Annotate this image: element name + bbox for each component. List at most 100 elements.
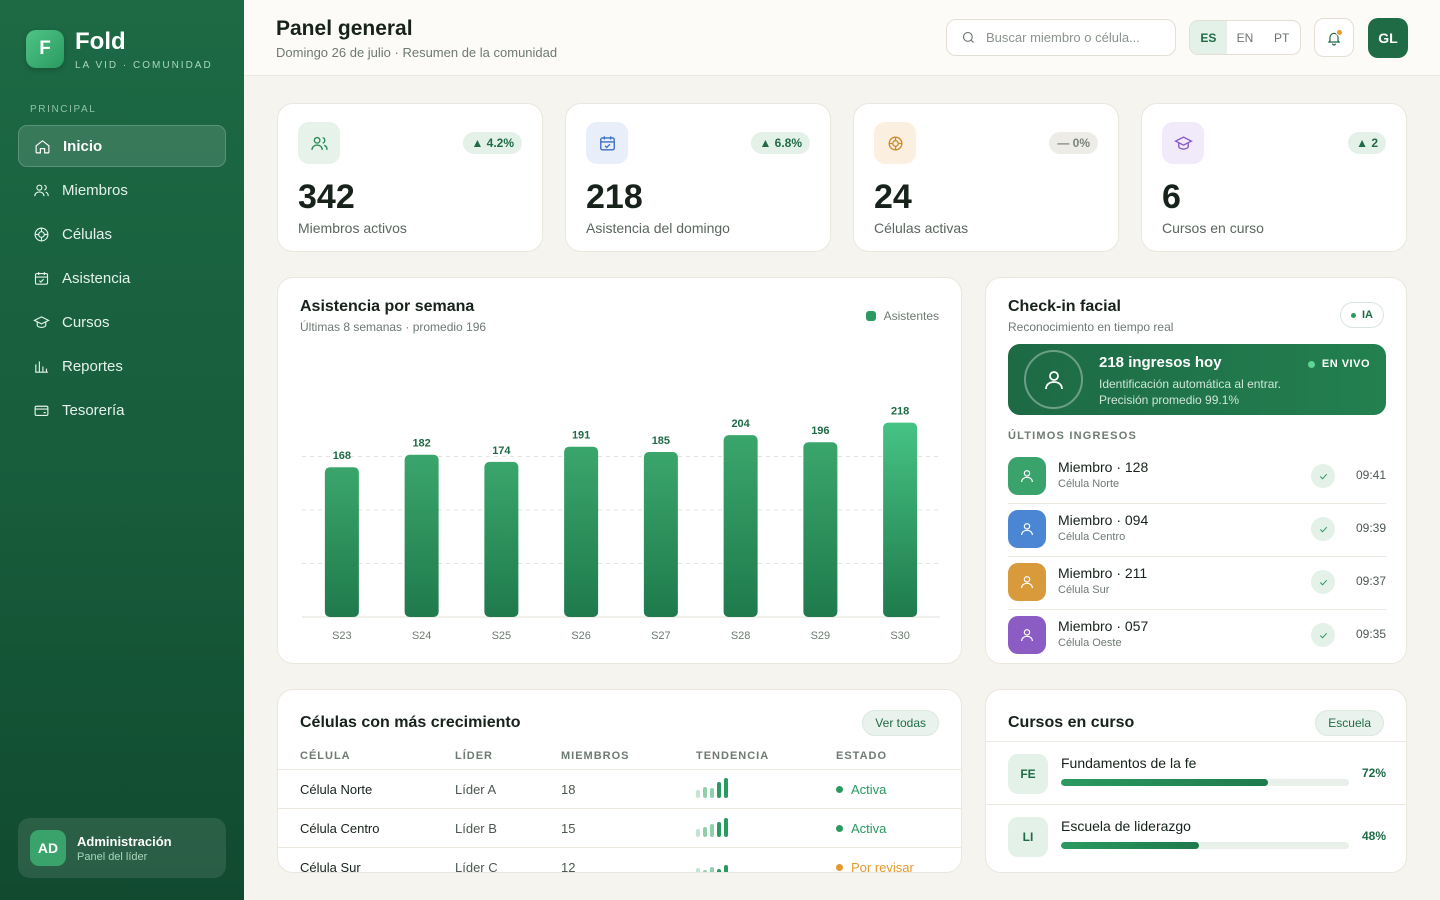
sidebar: F Fold LA VID · COMUNIDAD PRINCIPAL Inic…: [0, 0, 244, 900]
live-indicator-label: EN VIVO: [1321, 358, 1370, 370]
course-item[interactable]: LI Escuela de liderazgo 48%: [986, 804, 1406, 867]
sidebar-item-cursos[interactable]: Cursos: [18, 301, 226, 343]
kpi-value: 24: [874, 178, 912, 216]
facial-checkin-card: Check-in facial Reconocimiento en tiempo…: [985, 277, 1407, 664]
page-subtitle: Domingo 26 de julio · Resumen de la comu…: [276, 45, 558, 60]
bar-s27[interactable]: [643, 452, 678, 617]
view-all-button[interactable]: Ver todas: [862, 710, 939, 736]
bar-s24[interactable]: [404, 454, 439, 617]
school-button[interactable]: Escuela: [1315, 710, 1384, 736]
member-cell: Célula Sur: [1058, 584, 1110, 596]
trend-bar: [696, 829, 700, 837]
cell-members: 18: [561, 782, 576, 797]
checkin-entry[interactable]: Miembro · 057 Célula Oeste 09:35: [1008, 610, 1386, 663]
x-tick-label: S26: [571, 630, 591, 642]
bar-s23[interactable]: [324, 467, 359, 617]
member-cell: Célula Centro: [1058, 531, 1126, 543]
table-row[interactable]: Célula Sur Líder C 12 Por revisar: [278, 848, 961, 872]
admin-role: Panel del líder: [77, 850, 148, 863]
checkin-entry[interactable]: Miembro · 094 Célula Centro 09:39: [1008, 504, 1386, 557]
status-badge: Por revisar: [836, 860, 914, 872]
brand-subtitle: LA VID · COMUNIDAD: [75, 60, 213, 71]
notification-dot: [1336, 29, 1343, 36]
column-header: ESTADO: [836, 750, 888, 762]
chart-legend: Asistentes: [865, 309, 939, 323]
x-tick-label: S24: [412, 630, 432, 642]
growth-title: Células con más crecimiento: [300, 714, 521, 731]
kpi-label: Asistencia del domingo: [586, 220, 730, 236]
member-avatar: [1008, 616, 1046, 654]
logo-icon: F: [26, 30, 64, 68]
course-progress-fill: [1061, 842, 1200, 849]
lang-es-button[interactable]: ES: [1190, 21, 1227, 54]
kpi-value: 218: [586, 178, 643, 216]
sidebar-item-label: Inicio: [63, 137, 103, 155]
admin-profile[interactable]: AD Administración Panel del líder: [18, 818, 226, 878]
member-avatar: [1008, 510, 1046, 548]
member-cell: Célula Oeste: [1058, 637, 1122, 649]
column-header: LÍDER: [455, 750, 493, 762]
sidebar-item-asistencia[interactable]: Asistencia: [18, 257, 226, 299]
topbar: Panel general Domingo 26 de julio · Resu…: [244, 0, 1440, 76]
checkin-entry[interactable]: Miembro · 211 Célula Sur 09:37: [1008, 557, 1386, 610]
sidebar-item-reportes[interactable]: Reportes: [18, 345, 226, 387]
bar-s25[interactable]: [484, 461, 519, 617]
member-name: Miembro · 211: [1058, 565, 1148, 581]
status-label: Activa: [851, 821, 887, 836]
trend-bar: [703, 787, 707, 798]
member-name: Miembro · 094: [1058, 512, 1149, 528]
course-percent: 48%: [1361, 829, 1386, 843]
legend-label: Asistentes: [883, 309, 939, 323]
member-cell: Célula Norte: [1058, 478, 1120, 490]
page-title: Panel general: [276, 17, 413, 40]
chart-subtitle: Últimas 8 semanas · promedio 196: [300, 320, 487, 334]
bar-s29[interactable]: [803, 442, 838, 617]
table-row[interactable]: Célula Norte Líder A 18 Activa: [278, 770, 961, 809]
search-input[interactable]: Buscar miembro o célula...: [946, 19, 1176, 56]
table-row[interactable]: Célula Centro Líder B 15 Activa: [278, 809, 961, 848]
home-icon: [33, 137, 51, 155]
kpi-card-attendance[interactable]: ▲ 6.8% 218 Asistencia del domingo: [565, 103, 831, 252]
checkin-time: 09:41: [1355, 468, 1386, 482]
data-label: 174: [492, 445, 511, 457]
sidebar-item-tesoreria[interactable]: Tesorería: [18, 389, 226, 431]
graduation-cap-icon: [1162, 122, 1204, 164]
data-label: 196: [811, 425, 829, 437]
trend-sparkline: [696, 817, 731, 837]
calendar-check-icon: [32, 269, 50, 287]
cell-name: Célula Centro: [300, 821, 380, 836]
bar-chart-icon: [32, 357, 50, 375]
notifications-button[interactable]: [1314, 18, 1354, 57]
lang-en-button[interactable]: EN: [1236, 30, 1254, 45]
data-label: 168: [333, 450, 351, 462]
kpi-card-courses[interactable]: ▲ 2 6 Cursos en curso: [1141, 103, 1407, 252]
avatar: AD: [30, 830, 66, 866]
sidebar-section-label: PRINCIPAL: [30, 104, 97, 115]
sidebar-item-celulas[interactable]: Células: [18, 213, 226, 255]
user-avatar[interactable]: GL: [1368, 18, 1408, 58]
ai-badge-label: IA: [1362, 309, 1373, 321]
kpi-label: Miembros activos: [298, 220, 407, 236]
sidebar-item-miembros[interactable]: Miembros: [18, 169, 226, 211]
kpi-card-cells[interactable]: — 0% 24 Células activas: [853, 103, 1119, 252]
bar-s28[interactable]: [723, 435, 758, 617]
attendance-chart-card: Asistencia por semana Últimas 8 semanas …: [277, 277, 962, 664]
x-tick-label: S28: [731, 630, 751, 642]
sidebar-item-inicio[interactable]: Inicio: [18, 125, 226, 167]
trend-bar: [724, 818, 728, 837]
checkin-entry[interactable]: Miembro · 128 Célula Norte 09:41: [1008, 451, 1386, 504]
bar-s26[interactable]: [564, 446, 599, 617]
course-progress-bar: [1061, 842, 1349, 849]
bar-s30[interactable]: [883, 422, 918, 617]
trend-bar: [696, 790, 700, 798]
users-icon: [298, 122, 340, 164]
course-item[interactable]: FE Fundamentos de la fe 72%: [986, 741, 1406, 804]
sidebar-item-label: Tesorería: [62, 401, 125, 419]
lang-pt-button[interactable]: PT: [1274, 30, 1290, 45]
ai-badge: IA: [1340, 302, 1384, 328]
calendar-check-icon: [586, 122, 628, 164]
trend-bar: [696, 868, 700, 872]
trend-bar: [717, 782, 721, 798]
kpi-card-members[interactable]: ▲ 4.2% 342 Miembros activos: [277, 103, 543, 252]
trend-sparkline: [696, 778, 731, 798]
